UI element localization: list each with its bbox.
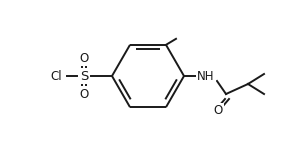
Text: O: O (213, 105, 223, 117)
Text: S: S (80, 69, 88, 82)
Text: Cl: Cl (50, 69, 62, 82)
Text: O: O (79, 87, 89, 100)
Text: NH: NH (197, 69, 215, 82)
Text: O: O (79, 51, 89, 64)
